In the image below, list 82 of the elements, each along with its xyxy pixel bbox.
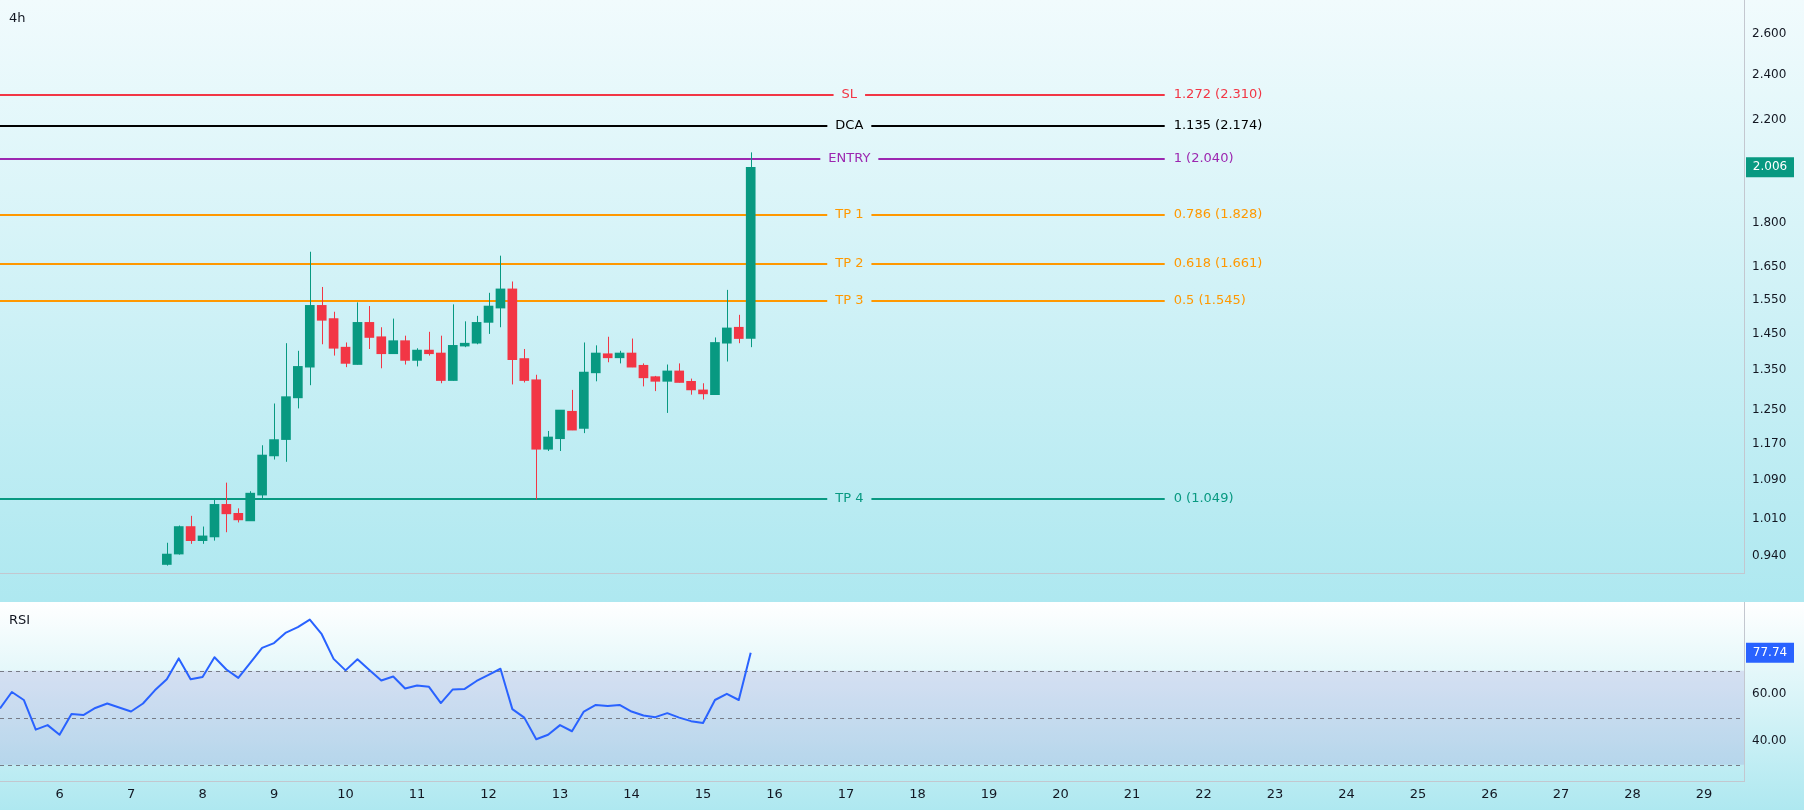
x-tick-label: 6 (55, 786, 64, 802)
annotation: 0.618 (1.661) (1173, 255, 1263, 271)
y-tick-label: 1.350 (1752, 362, 1787, 377)
candlestick (340, 341, 351, 368)
x-tick-label: 19 (980, 786, 998, 802)
text: 77.74 (1752, 644, 1788, 659)
candlestick (567, 389, 577, 431)
x-tick-label: 17 (837, 786, 855, 802)
candlestick (733, 314, 744, 344)
text: RSI (9, 612, 31, 627)
x-tick-label: 28 (1624, 786, 1641, 802)
candlestick (674, 362, 685, 383)
candlestick (602, 336, 613, 363)
y-tick-label: 2.600 (1752, 26, 1787, 41)
x-tick-label: 23 (1266, 786, 1284, 802)
x-tick-label: 11 (408, 786, 426, 802)
candlestick (590, 344, 601, 382)
candlestick (400, 335, 410, 366)
ref-line-label: DCA (835, 117, 864, 133)
y-tick-label: 1.090 (1752, 471, 1787, 486)
y-tick-label: 2.400 (1752, 67, 1787, 82)
x-tick-label: 22 (1195, 786, 1212, 802)
x-tick-label: 9 (269, 786, 279, 802)
ref-line-label: ENTRY (828, 150, 871, 166)
y-tick-label: 1.550 (1752, 291, 1787, 306)
x-tick-label: 21 (1123, 786, 1141, 802)
x-tick-label: 27 (1552, 786, 1570, 802)
candlestick (722, 289, 732, 363)
ref-line-label: TP 4 (834, 490, 864, 506)
candlestick (376, 326, 387, 369)
annotation: 1.135 (2.174) (1173, 117, 1263, 133)
y-tick-label: 1.800 (1752, 214, 1787, 229)
x-tick-label: 15 (694, 786, 712, 802)
y-tick-label: 1.010 (1752, 511, 1787, 525)
x-tick-label: 29 (1695, 786, 1713, 802)
annotation: 1.272 (2.310) (1173, 86, 1263, 102)
x-tick-label: 25 (1409, 786, 1427, 802)
candlestick (412, 347, 422, 367)
x-tick-label: 12 (480, 786, 497, 802)
ref-line-label: TP 3 (834, 292, 864, 308)
x-tick-label: 20 (1052, 786, 1069, 802)
candlestick (269, 403, 279, 461)
candlestick (221, 482, 232, 533)
candlestick (364, 305, 375, 350)
x-tick-label: 24 (1338, 786, 1355, 802)
y-tick-label: 1.170 (1752, 435, 1787, 450)
ref-line-label: TP 1 (834, 206, 864, 222)
candlestick (161, 542, 172, 567)
x-tick-label: 16 (766, 786, 783, 802)
candlestick (388, 318, 399, 355)
candlestick (316, 286, 327, 345)
y-tick-label: 1.250 (1752, 401, 1787, 416)
candlestick (483, 292, 494, 335)
candlestick (662, 364, 673, 414)
candlestick (185, 515, 196, 545)
y-tick-label: 1.650 (1752, 259, 1787, 274)
x-tick-label: 26 (1481, 786, 1498, 802)
y-tick-label: 2.200 (1752, 112, 1787, 127)
y-tick-label: 1.450 (1752, 325, 1787, 340)
x-tick-label: 14 (623, 786, 640, 802)
annotation: 0 (1.049) (1173, 490, 1234, 506)
annotation: 1 (2.040) (1173, 150, 1234, 166)
candlestick (424, 331, 434, 357)
candlestick (519, 348, 530, 383)
annotation: 0.5 (1.545) (1173, 292, 1246, 308)
x-tick-label: 7 (126, 786, 136, 802)
candlestick (495, 255, 506, 328)
y-tick-label: 60.00 (1752, 686, 1787, 701)
x-tick-label: 8 (198, 786, 207, 802)
x-tick-label: 10 (337, 786, 354, 802)
candlestick (471, 315, 482, 345)
candlestick (638, 362, 649, 387)
y-tick-label: 40.00 (1752, 733, 1787, 748)
y-tick-label: 0.940 (1752, 547, 1787, 562)
x-tick-label: 18 (909, 786, 926, 802)
candlestick (543, 430, 553, 452)
text: 4h (9, 10, 26, 25)
ref-line-label: SL (841, 86, 858, 102)
annotation: 0.786 (1.828) (1173, 206, 1263, 222)
ref-line-label: TP 2 (834, 255, 864, 271)
text: 2.006 (1752, 159, 1788, 174)
x-tick-label: 13 (551, 786, 569, 802)
